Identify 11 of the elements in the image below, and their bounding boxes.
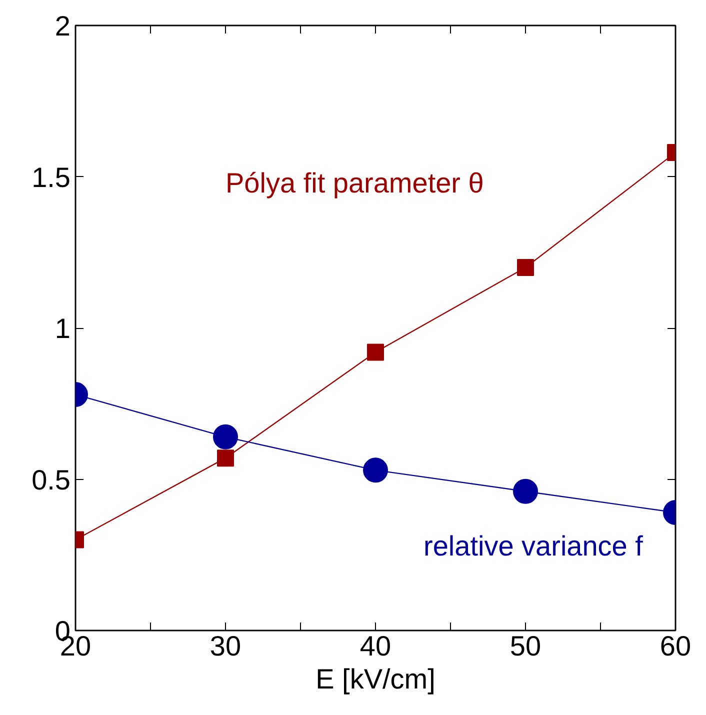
y-tick-label: 1.5 xyxy=(32,162,71,193)
y-tick-label: 1 xyxy=(54,313,71,344)
x-tick-label: 40 xyxy=(360,630,392,662)
x-tick-label: 50 xyxy=(510,630,542,662)
x-tick-label: 30 xyxy=(210,630,242,662)
series-label: relative variance f xyxy=(424,530,644,562)
x-axis-title: E [kV/cm] xyxy=(316,664,436,694)
y-tick-label: 0.5 xyxy=(32,464,71,496)
text: Pólya fit parameter θ xyxy=(226,167,484,198)
x-tick-label: 60 xyxy=(660,630,692,662)
y-tick-label: 2 xyxy=(54,10,71,42)
